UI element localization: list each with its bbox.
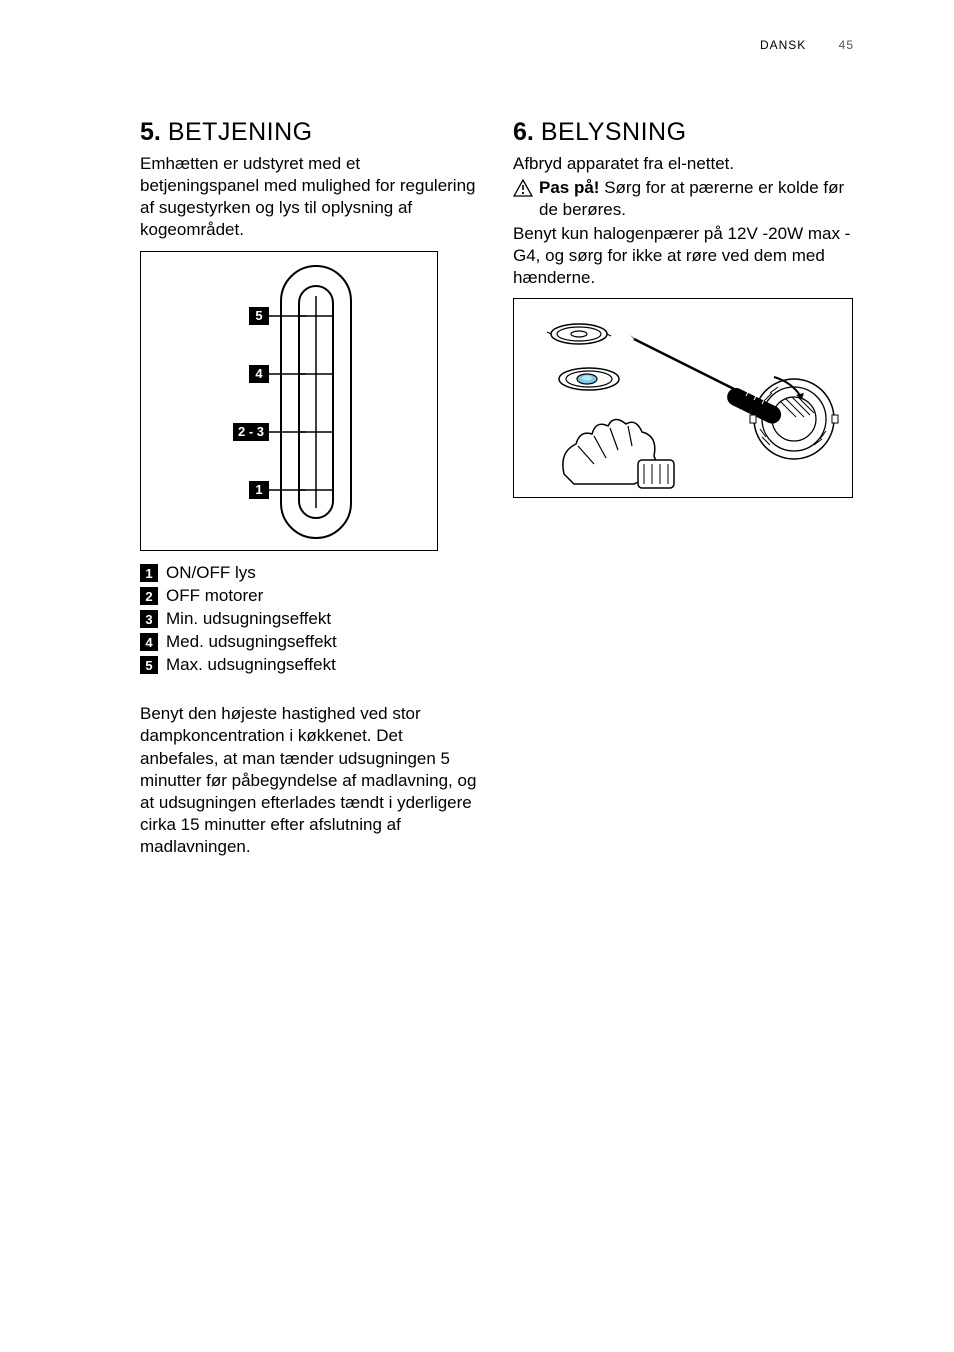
legend-badge: 2: [140, 587, 158, 605]
legend-badge: 1: [140, 564, 158, 582]
control-legend: 1 ON/OFF lys 2 OFF motorer 3 Min. udsugn…: [140, 563, 481, 675]
section-6-heading: 6. BELYSNING: [513, 118, 854, 147]
section-6-number: 6.: [513, 118, 534, 146]
section-6-title: BELYSNING: [541, 118, 687, 146]
svg-text:4: 4: [255, 366, 263, 381]
section-5-number: 5.: [140, 118, 161, 146]
legend-text: Min. udsugningseffekt: [166, 609, 331, 629]
legend-badge: 3: [140, 610, 158, 628]
column-right: 6. BELYSNING Afbryd apparatet fra el-net…: [513, 118, 854, 858]
section-5-paragraph: Benyt den højeste hastighed ved stor dam…: [140, 703, 481, 858]
section-5-heading: 5. BETJENING: [140, 118, 481, 147]
section-5-intro: Emhætten er udstyret med et betjeningspa…: [140, 153, 481, 241]
warning-text: Pas på! Sørg for at pærerne er kolde før…: [539, 177, 854, 221]
legend-item-5: 5 Max. udsugningseffekt: [140, 655, 481, 675]
page-content: 5. BETJENING Emhætten er udstyret med et…: [140, 118, 854, 858]
warning-bold: Pas på!: [539, 178, 599, 197]
section-6-body: Benyt kun halogenpærer på 12V -20W max -…: [513, 223, 854, 289]
section-5-title: BETJENING: [168, 118, 313, 146]
bulb-replacement-diagram: [513, 298, 853, 498]
column-left: 5. BETJENING Emhætten er udstyret med et…: [140, 118, 481, 858]
svg-text:5: 5: [255, 308, 262, 323]
legend-text: ON/OFF lys: [166, 563, 256, 583]
legend-text: OFF motorer: [166, 586, 263, 606]
warning-row: Pas på! Sørg for at pærerne er kolde før…: [513, 177, 854, 221]
page-number: 45: [839, 38, 854, 52]
page-header: DANSK 45: [760, 38, 854, 52]
svg-text:2 - 3: 2 - 3: [238, 424, 264, 439]
legend-item-3: 3 Min. udsugningseffekt: [140, 609, 481, 629]
legend-text: Med. udsugningseffekt: [166, 632, 337, 652]
control-panel-diagram: 5 4 2 - 3 1: [140, 251, 438, 551]
warning-icon: [513, 179, 533, 202]
legend-badge: 5: [140, 656, 158, 674]
section-6-line1: Afbryd apparatet fra el-nettet.: [513, 153, 854, 175]
language-label: DANSK: [760, 38, 806, 52]
legend-text: Max. udsugningseffekt: [166, 655, 336, 675]
svg-text:1: 1: [255, 482, 262, 497]
legend-item-4: 4 Med. udsugningseffekt: [140, 632, 481, 652]
legend-item-2: 2 OFF motorer: [140, 586, 481, 606]
legend-badge: 4: [140, 633, 158, 651]
legend-item-1: 1 ON/OFF lys: [140, 563, 481, 583]
